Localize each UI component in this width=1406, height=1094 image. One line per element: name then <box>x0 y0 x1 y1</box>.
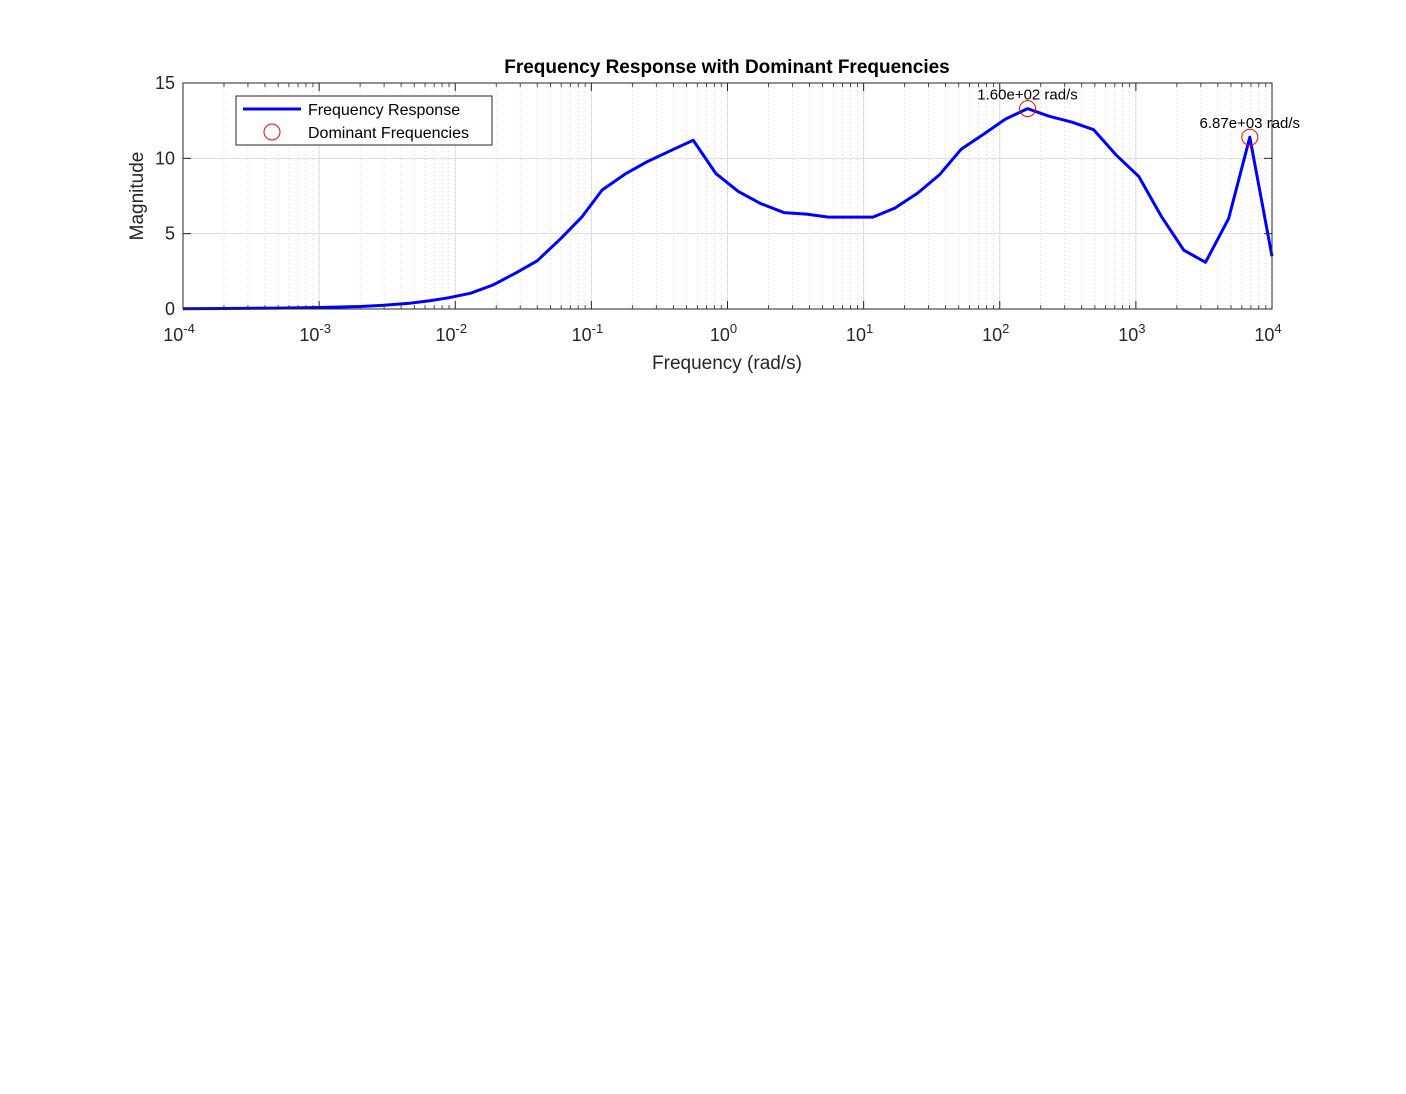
x-tick-label: 10-2 <box>435 321 467 345</box>
series-layer <box>182 100 1274 311</box>
y-tick-label: 15 <box>155 73 175 93</box>
dominant-frequency-annotation: 1.60e+02 rad/s <box>977 87 1078 104</box>
x-tick-label: 10-1 <box>572 321 604 345</box>
x-tick-label: 100 <box>710 321 737 345</box>
y-tick-label: 10 <box>155 148 175 168</box>
dominant-frequency-marker <box>1241 128 1259 146</box>
x-axis-label: Frequency (rad/s) <box>652 353 802 374</box>
x-tick-label: 102 <box>982 321 1009 345</box>
legend-label-dominant-frequencies: Dominant Frequencies <box>308 125 469 142</box>
dominant-frequency-marker <box>1019 100 1037 118</box>
minor-grid <box>223 83 1267 309</box>
tick-marks <box>182 82 1273 310</box>
annotation-layer: 1.60e+02 rad/s 6.87e+03 rad/s <box>977 87 1300 133</box>
x-tick-labels: 10-4 10-3 10-2 10-1 100 101 102 103 104 <box>163 321 1281 345</box>
x-tick-label: 101 <box>846 321 873 345</box>
legend: Frequency Response Dominant Frequencies <box>235 95 493 146</box>
frequency-response-line <box>182 107 1274 311</box>
y-tick-labels: 0 5 10 15 <box>155 73 175 319</box>
x-tick-label: 10-4 <box>163 321 195 345</box>
y-tick-label: 5 <box>165 224 175 244</box>
y-tick-label: 0 <box>165 299 175 319</box>
x-tick-label: 103 <box>1118 321 1145 345</box>
chart-title: Frequency Response with Dominant Frequen… <box>504 57 950 78</box>
x-tick-label: 10-3 <box>299 321 331 345</box>
dominant-frequency-annotation: 6.87e+03 rad/s <box>1200 115 1301 132</box>
y-axis-label: Magnitude <box>127 152 148 241</box>
legend-label-frequency-response: Frequency Response <box>308 102 460 119</box>
legend-marker-swatch <box>263 123 281 141</box>
x-tick-label: 104 <box>1254 321 1281 345</box>
